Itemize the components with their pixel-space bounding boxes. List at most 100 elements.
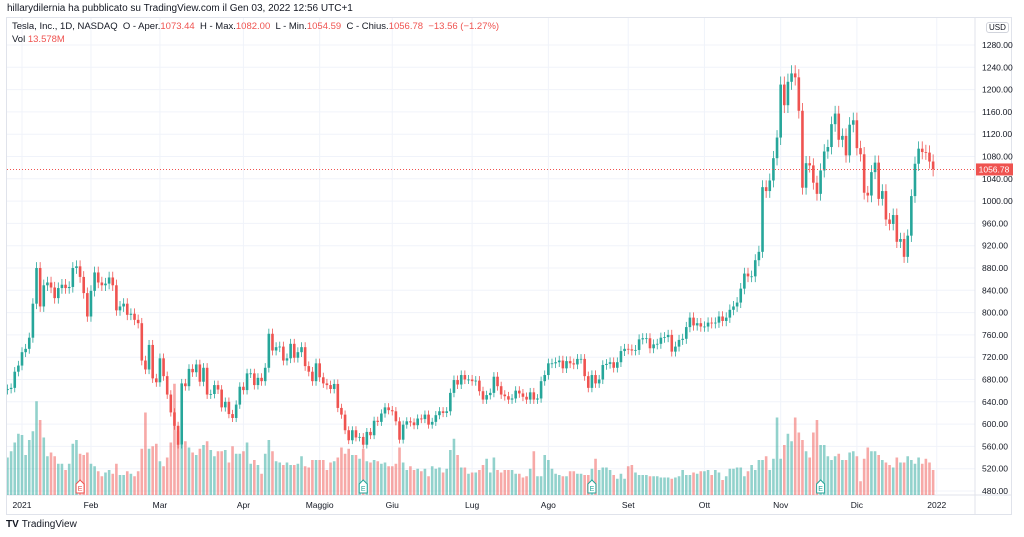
candle-body xyxy=(670,334,674,352)
candle-body xyxy=(285,358,289,361)
y-tick-label: 600.00 xyxy=(982,419,1008,429)
candle-body xyxy=(557,360,561,363)
candle-body xyxy=(819,170,822,194)
volume-bar xyxy=(931,470,935,495)
candle-body xyxy=(307,366,311,372)
volume-bar xyxy=(906,456,910,495)
change-value: −13.56 (−1.27%) xyxy=(428,21,500,32)
candle-body xyxy=(768,180,772,192)
candle-body xyxy=(253,373,256,386)
candle-body xyxy=(401,424,405,440)
volume-bar xyxy=(416,468,419,495)
open-label: O - Aper. xyxy=(122,21,161,32)
candle-body xyxy=(278,346,282,348)
volume-bar xyxy=(797,432,801,495)
candle-body xyxy=(96,272,100,283)
volume-bar xyxy=(728,468,732,495)
volume-bar xyxy=(572,471,576,495)
volume-bar xyxy=(209,450,213,495)
volume-bar xyxy=(554,473,557,495)
candle-body xyxy=(728,309,732,318)
volume-bar xyxy=(470,472,474,495)
volume-bar xyxy=(594,458,597,495)
volume-bar xyxy=(329,462,332,495)
earnings-marker xyxy=(358,479,368,494)
volume-bar xyxy=(536,476,539,495)
candle-body xyxy=(147,344,151,370)
x-tick-label: Apr xyxy=(237,500,250,510)
volume-bar xyxy=(467,473,470,495)
volume-bar xyxy=(753,470,757,495)
candle-body xyxy=(630,349,634,351)
volume-bar xyxy=(841,460,844,495)
y-tick-label: 560.00 xyxy=(982,441,1008,451)
volume-bar xyxy=(623,478,626,495)
currency-badge[interactable]: USD xyxy=(986,22,1009,33)
volume-bar xyxy=(826,456,830,495)
candle-body xyxy=(655,343,659,345)
volume-bar xyxy=(928,462,931,495)
volume-bar xyxy=(242,451,245,495)
volume-bar xyxy=(521,477,525,495)
candle-body xyxy=(42,285,46,307)
volume-bar xyxy=(772,458,775,495)
y-tick-label: 800.00 xyxy=(982,308,1008,318)
volume-bar xyxy=(115,463,118,495)
y-tick-label: 960.00 xyxy=(982,218,1008,228)
candle-body xyxy=(151,344,154,379)
candle-body xyxy=(851,120,855,125)
volume-bar xyxy=(100,476,104,495)
volume-bar xyxy=(151,446,154,495)
volume-bar xyxy=(31,431,35,495)
candle-body xyxy=(913,163,917,197)
candle-body xyxy=(793,73,797,78)
volume-bar xyxy=(118,475,122,495)
volume-bar xyxy=(565,476,568,495)
candle-body xyxy=(724,317,728,321)
volume-label: Vol xyxy=(12,34,26,45)
candle-body xyxy=(118,306,122,311)
candle-body xyxy=(478,380,481,392)
volume-bar xyxy=(677,476,681,495)
candle-body xyxy=(576,358,579,365)
volume-bar xyxy=(321,460,325,495)
candle-body xyxy=(387,407,390,411)
candle-body xyxy=(155,378,158,383)
candle-body xyxy=(761,187,764,252)
candle-body xyxy=(790,73,793,82)
tv-logo-icon: TV xyxy=(6,519,19,530)
tradingview-logo[interactable]: TV TradingView xyxy=(6,519,77,530)
candle-body xyxy=(86,293,89,317)
volume-bar xyxy=(194,455,198,495)
volume-bar xyxy=(714,470,717,495)
candle-body xyxy=(528,392,532,400)
candle-body xyxy=(187,368,191,387)
candle-body xyxy=(158,358,162,383)
candle-body xyxy=(136,319,140,324)
candle-body xyxy=(300,347,303,353)
volume-bar xyxy=(605,467,608,495)
earnings-marker-label: E xyxy=(590,486,595,493)
candle-body xyxy=(71,268,75,287)
candle-body xyxy=(496,376,499,387)
x-tick-label: 2022 xyxy=(927,500,946,510)
volume-bar xyxy=(634,472,637,495)
candle-body xyxy=(176,425,180,445)
volume-bar xyxy=(231,446,234,495)
candle-body xyxy=(343,414,347,431)
candle-body xyxy=(234,404,238,418)
volume-bar xyxy=(169,442,173,495)
volume-bar xyxy=(256,465,260,495)
volume-bar xyxy=(801,440,804,495)
volume-bar xyxy=(238,453,242,495)
candle-body xyxy=(292,343,296,358)
volume-bar xyxy=(401,462,405,495)
ohlc-legend: Tesla, Inc., 1D, NASDAQ O - Aper.1073.44… xyxy=(12,20,499,46)
volume-bar xyxy=(895,457,899,495)
candle-body xyxy=(347,430,350,441)
volume-bar xyxy=(732,468,735,495)
candle-body xyxy=(634,349,637,351)
candle-body xyxy=(775,137,779,159)
candle-body xyxy=(173,412,176,426)
